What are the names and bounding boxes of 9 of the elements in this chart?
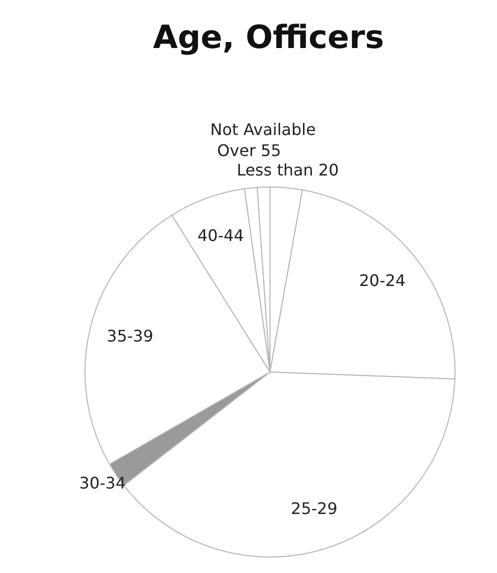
slice-label: 20-24 bbox=[359, 270, 406, 290]
slice-label: 30-34 bbox=[79, 474, 126, 493]
slice-label: 35-39 bbox=[106, 326, 154, 346]
slice-label: Over 55 bbox=[217, 140, 282, 160]
slice-label: 40-44 bbox=[197, 226, 244, 245]
slice-label: Less than 20 bbox=[236, 160, 339, 180]
chart-title: Age, Officers bbox=[152, 18, 384, 56]
slice-label: 25-29 bbox=[290, 498, 338, 518]
slice-label: Not Available bbox=[210, 120, 316, 139]
